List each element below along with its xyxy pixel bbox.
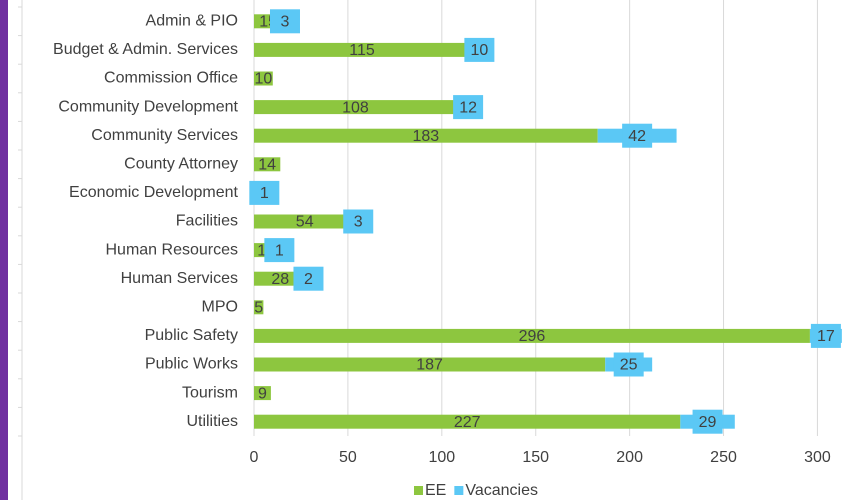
bar-segment <box>254 300 264 315</box>
y-tick-label: Budget & Admin. Services <box>53 41 238 58</box>
x-tick-label: 150 <box>522 449 549 466</box>
label-box <box>293 266 324 291</box>
bar-segment <box>254 42 470 57</box>
x-tick-label: 200 <box>616 449 643 466</box>
y-tick-label: Facilities <box>176 213 238 230</box>
data-label: 1 <box>260 185 269 202</box>
data-label: 1 <box>275 242 284 259</box>
data-label: 115 <box>349 42 375 59</box>
y-tick-label: Admin & PIO <box>146 13 238 30</box>
y-tick-label: Public Works <box>145 356 238 373</box>
data-label: 183 <box>412 128 439 145</box>
y-tick-label: Public Safety <box>145 327 238 344</box>
data-label: 3 <box>354 214 363 231</box>
label-box <box>464 37 495 62</box>
y-tick-label: Community Development <box>58 98 238 115</box>
data-label: 227 <box>454 414 481 431</box>
y-tick-label: MPO <box>202 299 238 316</box>
data-label: 42 <box>628 128 646 145</box>
legend-label: Vacancies <box>465 482 538 499</box>
bar-segment <box>254 328 810 343</box>
y-tick-label: County Attorney <box>124 156 238 173</box>
data-label: 29 <box>699 414 717 431</box>
data-label: 12 <box>459 99 477 116</box>
legend-swatch <box>454 486 464 495</box>
data-label: 296 <box>519 328 546 345</box>
y-tick-label: Human Services <box>121 270 238 287</box>
y-tick-label: Utilities <box>186 413 238 430</box>
bar-segment <box>254 157 281 172</box>
bar-segment <box>254 271 307 286</box>
y-tick-label: Human Resources <box>106 241 239 258</box>
x-tick-label: 100 <box>428 449 455 466</box>
data-label: 25 <box>620 357 638 374</box>
data-label: 2 <box>304 271 313 288</box>
bar-segment <box>254 357 606 372</box>
y-tick-label: Commission Office <box>104 70 238 87</box>
data-label: 3 <box>281 14 290 31</box>
data-label: 9 <box>258 385 267 402</box>
data-label: 5 <box>254 300 263 317</box>
y-tick-label: Tourism <box>182 384 238 401</box>
x-tick-label: 250 <box>710 449 737 466</box>
data-label: 17 <box>817 328 835 345</box>
x-tick-label: 300 <box>804 449 831 466</box>
legend-swatch <box>414 486 423 495</box>
y-tick-label: Economic Development <box>69 184 239 201</box>
label-box <box>622 123 653 148</box>
legend-label: EE <box>425 482 446 499</box>
bar-segment <box>254 414 681 429</box>
label-box <box>343 209 374 234</box>
data-label: 14 <box>258 157 276 174</box>
label-box <box>810 323 841 348</box>
data-label: 187 <box>416 357 443 374</box>
y-tick-label: Community Services <box>91 127 238 144</box>
label-box <box>692 409 723 434</box>
label-box <box>453 95 484 120</box>
bar-segment <box>254 214 356 229</box>
bar-segment <box>254 100 457 115</box>
side-strip <box>0 0 8 500</box>
data-label: 10 <box>254 71 272 88</box>
data-label: 28 <box>271 271 289 288</box>
bar-segment <box>254 386 271 401</box>
x-tick-label: 0 <box>250 449 259 466</box>
data-label: 108 <box>342 99 369 116</box>
data-label: 54 <box>296 214 314 231</box>
bar-segment <box>254 71 273 86</box>
bar-segment <box>254 128 598 143</box>
data-label: 10 <box>470 42 488 59</box>
x-tick-label: 50 <box>339 449 357 466</box>
label-box <box>613 352 644 377</box>
label-box <box>264 238 295 263</box>
label-box <box>249 180 280 205</box>
label-box <box>269 9 300 34</box>
